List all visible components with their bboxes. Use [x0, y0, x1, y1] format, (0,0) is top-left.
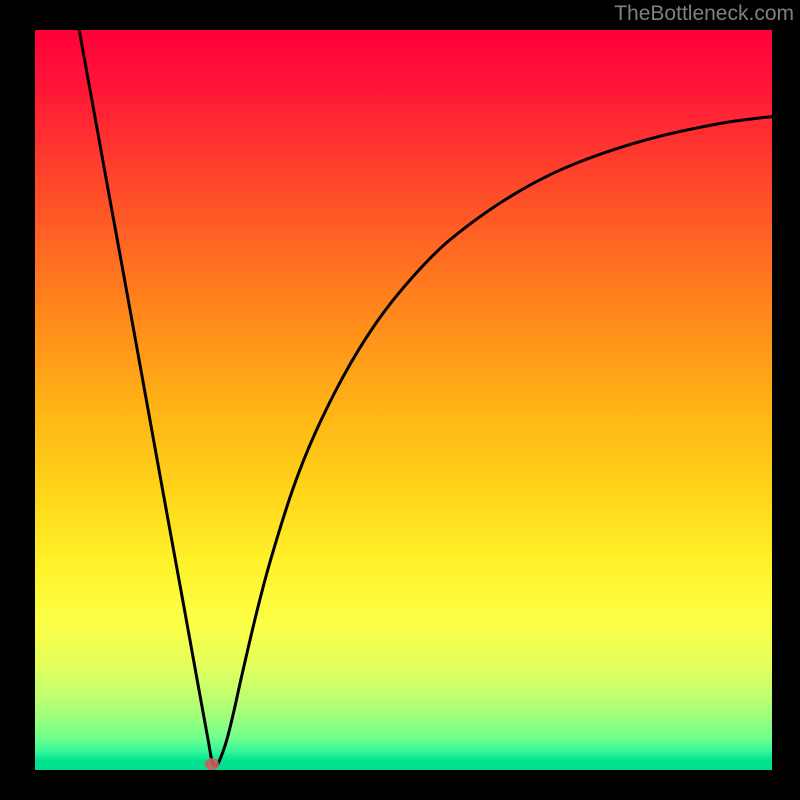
optimal-point-marker: [205, 758, 219, 770]
watermark-text: TheBottleneck.com: [614, 2, 794, 26]
chart-stage: TheBottleneck.com: [0, 0, 800, 800]
bottleneck-chart: [0, 0, 800, 800]
